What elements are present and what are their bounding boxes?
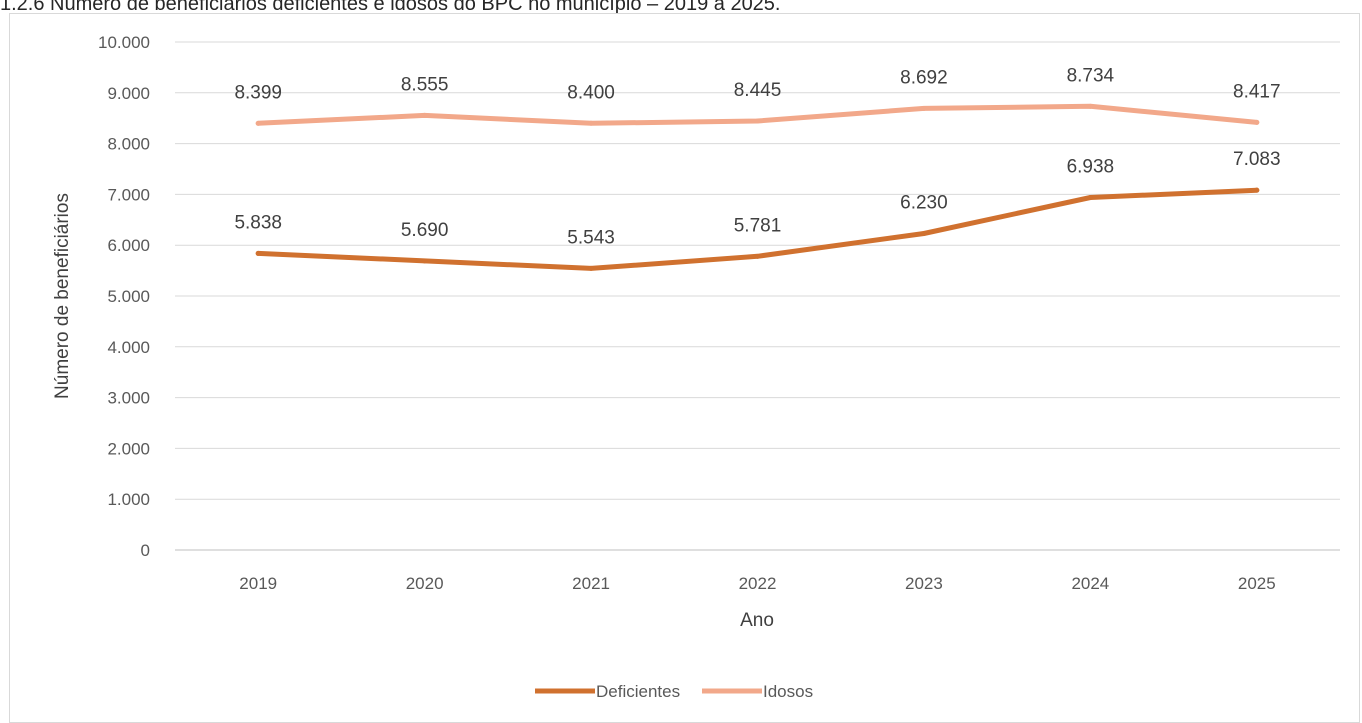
data-label: 6.938 xyxy=(1067,157,1115,178)
data-point xyxy=(588,120,594,126)
data-labels: 5.838 5.690 5.543 5.781 6.230 6.938 7.083 8.399… xyxy=(234,65,1280,248)
y-axis-title: Número de beneficiários xyxy=(52,193,73,399)
legend-label: Idosos xyxy=(763,682,813,701)
y-tick-label: 3.000 xyxy=(107,389,150,408)
data-point xyxy=(255,120,261,126)
chart-caption: 1.2.6 Número de beneficiários deficiente… xyxy=(0,0,781,15)
legend: Deficientes Idosos xyxy=(535,682,813,701)
data-label: 7.083 xyxy=(1233,149,1281,170)
data-point xyxy=(588,265,594,271)
x-axis-title: Ano xyxy=(740,610,774,631)
data-point xyxy=(1087,195,1093,201)
data-label: 8.734 xyxy=(1067,65,1115,86)
data-label: 8.445 xyxy=(734,80,782,101)
data-label: 8.555 xyxy=(401,74,449,95)
x-tick-label: 2021 xyxy=(572,574,610,593)
data-point xyxy=(1087,103,1093,109)
data-label: 8.399 xyxy=(234,82,282,103)
y-tick-label: 4.000 xyxy=(107,338,150,357)
y-tick-label: 6.000 xyxy=(107,236,150,255)
data-point xyxy=(1254,119,1260,125)
data-point xyxy=(1254,187,1260,193)
data-label: 5.543 xyxy=(567,227,615,248)
data-point xyxy=(921,105,927,111)
x-tick-label: 2025 xyxy=(1238,574,1276,593)
data-point xyxy=(755,253,760,259)
x-tick-label: 2020 xyxy=(406,574,444,593)
y-tick-label: 0 xyxy=(141,541,150,560)
data-point xyxy=(422,112,428,118)
data-label: 5.690 xyxy=(401,220,449,241)
data-label: 6.230 xyxy=(900,193,948,214)
y-tick-label: 1.000 xyxy=(107,490,150,509)
y-tick-label: 9.000 xyxy=(107,84,150,103)
data-label: 8.400 xyxy=(567,82,615,103)
y-tick-label: 10.000 xyxy=(98,33,150,52)
data-point xyxy=(921,231,927,237)
y-tick-label: 7.000 xyxy=(107,185,150,204)
x-axis-ticks: 2019 2020 2021 2022 2023 2024 2025 xyxy=(239,574,1275,593)
data-point xyxy=(422,258,428,264)
data-point xyxy=(255,250,261,256)
x-tick-label: 2024 xyxy=(1071,574,1109,593)
y-tick-label: 2.000 xyxy=(107,439,150,458)
data-point xyxy=(755,118,760,124)
data-label: 5.781 xyxy=(734,215,782,236)
x-tick-label: 2022 xyxy=(739,574,777,593)
y-tick-label: 8.000 xyxy=(107,135,150,154)
series-lines xyxy=(255,103,1260,271)
y-tick-label: 5.000 xyxy=(107,287,150,306)
data-label: 8.417 xyxy=(1233,81,1281,102)
x-tick-label: 2019 xyxy=(239,574,277,593)
y-axis-ticks: 0 1.000 2.000 3.000 4.000 5.000 6.000 7.000 8.00… xyxy=(98,33,150,560)
x-tick-label: 2023 xyxy=(905,574,943,593)
data-label: 8.692 xyxy=(900,67,948,88)
gridlines xyxy=(175,41,1340,551)
legend-label: Deficientes xyxy=(596,682,680,701)
data-label: 5.838 xyxy=(234,212,282,233)
